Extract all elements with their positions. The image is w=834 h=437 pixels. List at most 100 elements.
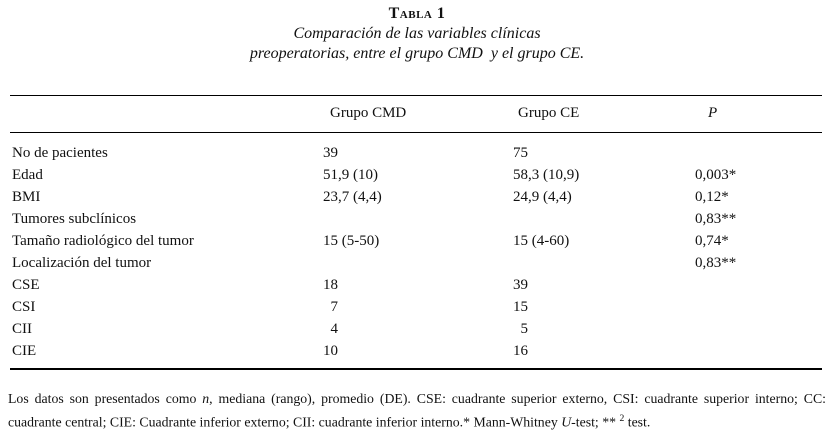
- cell-label: CII: [10, 318, 323, 340]
- table-row: Tumores subclínicos 0,83**: [10, 208, 822, 230]
- header-grupo-cmd: Grupo CMD: [330, 105, 407, 121]
- cell-cmd: [323, 208, 513, 230]
- table-row: No de pacientes 39 75: [10, 132, 822, 164]
- cell-value: 10: [323, 342, 338, 359]
- cell-value: 16: [513, 342, 528, 359]
- cell-label: Tamaño radiológico del tumor: [10, 230, 323, 252]
- header-variable: [10, 95, 323, 132]
- cell-value: 51,9 (10): [323, 166, 378, 183]
- table-subtitle-line-1: Comparación de las variables clínicas: [293, 25, 541, 42]
- cell-ce: 24,9 (4,4): [513, 186, 695, 208]
- table-row: CII 4 5: [10, 318, 822, 340]
- cell-value: 15: [513, 298, 528, 315]
- cell-ce: 75: [513, 132, 695, 164]
- cell-value: CSE: [12, 276, 40, 293]
- cell-value: Tamaño radiológico del tumor: [12, 232, 194, 249]
- footnote-segment: -test; **: [571, 414, 620, 430]
- cell-cmd: 15 (5-50): [323, 230, 513, 252]
- cell-p: [695, 318, 822, 340]
- cell-value: CSI: [12, 298, 36, 315]
- table-rule-bottom: [10, 368, 822, 370]
- cell-value: 39: [323, 144, 338, 161]
- table-row: Edad 51,9 (10) 58,3 (10,9) 0,003*: [10, 164, 822, 186]
- comparison-table: Grupo CMD Grupo CE P No de pacientes 39 75…: [10, 95, 822, 362]
- table-title-block: Tabla 1 Comparación de las variables clí…: [0, 4, 834, 64]
- cell-cmd: [323, 252, 513, 274]
- cell-value: BMI: [12, 188, 41, 205]
- table-row: CIE 10 16: [10, 340, 822, 362]
- table-row: CSI 7 15: [10, 296, 822, 318]
- cell-ce: 16: [513, 340, 695, 362]
- cell-label: CIE: [10, 340, 323, 362]
- cell-ce: 15: [513, 296, 695, 318]
- cell-value: Edad: [12, 166, 43, 183]
- header-p-value: P: [708, 105, 718, 121]
- cell-ce: 5: [513, 318, 695, 340]
- cell-cmd: 10: [323, 340, 513, 362]
- cell-value: 58,3 (10,9): [513, 166, 580, 183]
- cell-value: Localización del tumor: [12, 254, 152, 271]
- table-number-label: Tabla 1: [388, 5, 446, 22]
- table-rule-header: [10, 132, 822, 133]
- footnote-segment: , mediana (rango), promedio (DE). CSE: c…: [8, 391, 826, 430]
- cell-p: 0,74*: [695, 230, 822, 252]
- cell-value: 4: [330, 320, 339, 337]
- cell-p: 0,12*: [695, 186, 822, 208]
- cell-label: Tumores subclínicos: [10, 208, 323, 230]
- cell-p: [695, 132, 822, 164]
- cell-cmd: 4: [323, 318, 513, 340]
- cell-value: CIE: [12, 342, 37, 359]
- cell-value: CII: [12, 320, 32, 337]
- cell-label: CSI: [10, 296, 323, 318]
- cell-label: No de pacientes: [10, 132, 323, 164]
- cell-value: 0,83**: [695, 210, 737, 227]
- cell-p: [695, 296, 822, 318]
- cell-value: No de pacientes: [12, 144, 108, 161]
- cell-label: BMI: [10, 186, 323, 208]
- cell-value: Tumores subclínicos: [12, 210, 137, 227]
- cell-value: 7: [330, 298, 339, 315]
- cell-ce: [513, 208, 695, 230]
- table-row: Tamaño radiológico del tumor 15 (5-50) 15 …: [10, 230, 822, 252]
- cell-value: 15 (5-50): [323, 232, 380, 249]
- cell-ce: 15 (4-60): [513, 230, 695, 252]
- cell-value: 75: [513, 144, 528, 161]
- cell-p: 0,003*: [695, 164, 822, 186]
- footnote-segment: U: [561, 414, 572, 430]
- cell-p: [695, 340, 822, 362]
- cell-value: 0,83**: [695, 254, 737, 271]
- table-row: BMI 23,7 (4,4) 24,9 (4,4) 0,12*: [10, 186, 822, 208]
- table-row: Localización del tumor 0,83**: [10, 252, 822, 274]
- cell-cmd: 18: [323, 274, 513, 296]
- table-rule-top: [10, 95, 822, 96]
- cell-cmd: 7: [323, 296, 513, 318]
- cell-label: Edad: [10, 164, 323, 186]
- footnote-segment: 2: [619, 413, 625, 424]
- cell-value: 0,74*: [695, 232, 729, 249]
- cell-value: 24,9 (4,4): [513, 188, 572, 205]
- table-header-row: Grupo CMD Grupo CE P: [10, 95, 822, 132]
- cell-value: 39: [513, 276, 528, 293]
- cell-label: CSE: [10, 274, 323, 296]
- cell-value: 18: [323, 276, 338, 293]
- table-subtitle-line-2: preoperatorias, entre el grupo CMD y el …: [249, 45, 585, 62]
- table-body: No de pacientes 39 75 Edad 51,9 (10) 58,3 (10…: [10, 132, 822, 362]
- footnote-segment: Los datos son presentados como: [8, 391, 203, 406]
- cell-value: 15 (4-60): [513, 232, 570, 249]
- cell-cmd: 51,9 (10): [323, 164, 513, 186]
- cell-value: 0,003*: [695, 166, 737, 183]
- cell-p: 0,83**: [695, 252, 822, 274]
- cell-value: 23,7 (4,4): [323, 188, 382, 205]
- cell-ce: 39: [513, 274, 695, 296]
- cell-value: 5: [520, 320, 529, 337]
- cell-p: 0,83**: [695, 208, 822, 230]
- footnote-segment: n: [202, 391, 210, 406]
- table-header: Grupo CMD Grupo CE P: [10, 95, 822, 132]
- table-row: CSE 18 39: [10, 274, 822, 296]
- cell-ce: 58,3 (10,9): [513, 164, 695, 186]
- header-grupo-ce: Grupo CE: [518, 105, 580, 121]
- cell-label: Localización del tumor: [10, 252, 323, 274]
- cell-value: 0,12*: [695, 188, 729, 205]
- cell-cmd: 23,7 (4,4): [323, 186, 513, 208]
